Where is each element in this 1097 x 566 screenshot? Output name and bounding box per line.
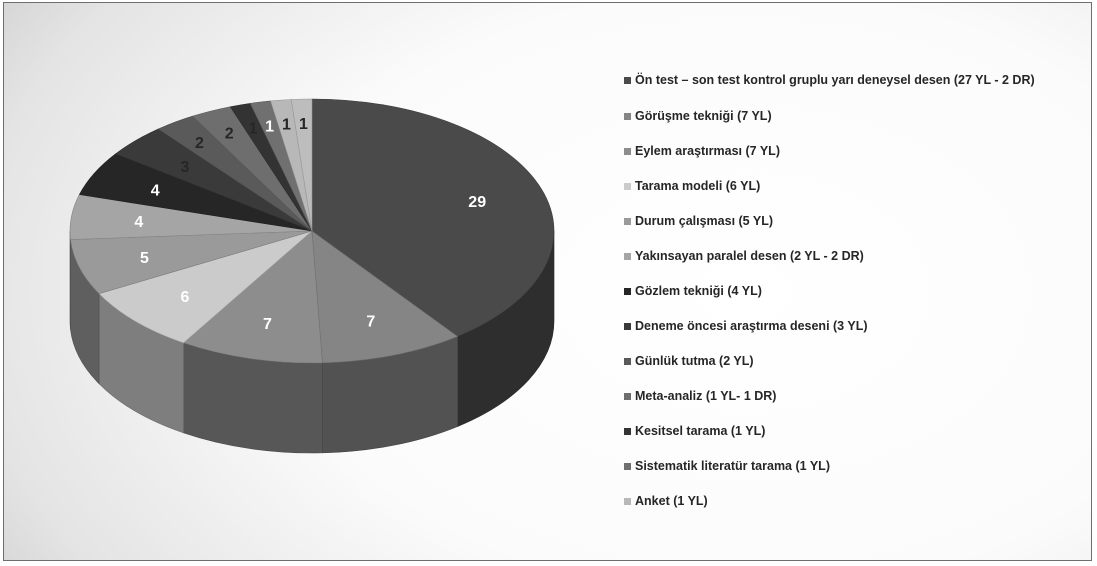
legend-item-3: Tarama modeli (6 YL) [624,179,1074,194]
legend-label-9: Meta-analiz (1 YL- 1 DR) [635,389,777,403]
legend-label-11: Sistematik literatür tarama (1 YL) [635,459,830,473]
legend-item-10: Kesitsel tarama (1 YL) [624,424,1074,439]
pie-slice-2 [182,230,323,364]
pie-data-label-11: 1 [265,118,274,135]
pie-side-5 [69,230,71,330]
pie-slice-0 [311,98,555,337]
legend-item-8: Günlük tutma (2 YL) [624,354,1074,369]
pie-data-label-4: 5 [140,250,149,267]
chart-frame: 29 7 7 6 5 4 4 3 2 2 1 1 1 1 Ön test – son test kontr… [3,2,1092,561]
legend-item-2: Eylem araştırması (7 YL) [624,144,1074,159]
legend-item-0: Ön test – son test kontrol gruplu yarı d… [624,73,1074,88]
legend-swatch-4 [624,218,631,225]
pie-data-label-1: 7 [366,314,375,331]
pie-side-walls [69,230,555,454]
pie-data-label-10: 1 [249,121,258,138]
pie-data-label-13: 1 [299,116,308,133]
legend-swatch-1 [624,113,631,120]
legend-label-1: Görüşme tekniği (7 YL) [635,109,772,123]
legend-item-1: Görüşme tekniği (7 YL) [624,109,1074,124]
legend-swatch-6 [624,288,631,295]
legend-label-7: Deneme öncesi araştırma deseni (3 YL) [635,319,868,333]
legend-swatch-7 [624,323,631,330]
pie-slices [69,98,555,364]
pie-slice-3 [98,230,313,344]
legend-label-2: Eylem araştırması (7 YL) [635,144,780,158]
pie-data-label-8: 2 [195,135,204,152]
legend-label-3: Tarama modeli (6 YL) [635,179,761,193]
legend-item-4: Durum çalışması (5 YL) [624,214,1074,229]
pie-data-label-5: 4 [134,214,143,231]
legend-label-12: Anket (1 YL) [635,494,708,508]
pie-slice-13 [290,98,313,232]
legend-swatch-10 [624,428,631,435]
pie-data-label-6: 4 [151,183,160,200]
pie-data-label-0: 29 [468,194,486,211]
legend-swatch-12 [624,498,631,505]
legend-label-6: Gözlem tekniği (4 YL) [635,284,762,298]
legend-swatch-3 [624,183,631,190]
legend-item-9: Meta-analiz (1 YL- 1 DR) [624,389,1074,404]
legend-swatch-8 [624,358,631,365]
pie-slice-1 [311,230,459,364]
legend-swatch-11 [624,463,631,470]
pie-data-label-12: 1 [282,117,291,134]
pie-slice-4 [70,230,313,295]
legend-item-7: Deneme öncesi araştırma deseni (3 YL) [624,319,1074,334]
pie-data-label-2: 7 [263,316,272,333]
legend-label-0: Ön test – son test kontrol gruplu yarı d… [635,73,1035,87]
legend-swatch-0 [624,77,631,84]
legend-swatch-5 [624,253,631,260]
pie-data-label-3: 6 [180,289,189,306]
legend-item-11: Sistematik literatür tarama (1 YL) [624,459,1074,474]
legend-swatch-9 [624,393,631,400]
legend-label-8: Günlük tutma (2 YL) [635,354,754,368]
legend-label-4: Durum çalışması (5 YL) [635,214,774,228]
legend-label-5: Yakınsayan paralel desen (2 YL - 2 DR) [635,249,864,263]
legend-label-10: Kesitsel tarama (1 YL) [635,424,766,438]
legend-item-6: Gözlem tekniği (4 YL) [624,284,1074,299]
pie-data-label-7: 3 [180,159,189,176]
legend-swatch-2 [624,148,631,155]
legend-item-12: Anket (1 YL) [624,494,1074,509]
legend-item-5: Yakınsayan paralel desen (2 YL - 2 DR) [624,249,1074,264]
pie-data-label-9: 2 [225,126,234,143]
